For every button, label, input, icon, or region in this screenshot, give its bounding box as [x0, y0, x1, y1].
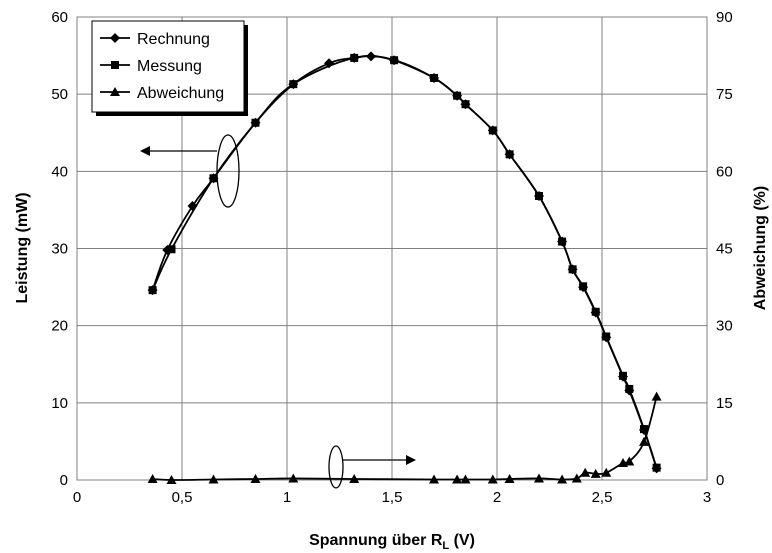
- series-line-messung: [151, 54, 658, 468]
- x-axis-title-subscript: L: [442, 540, 449, 552]
- data-point-messung-4: [289, 80, 298, 89]
- left-axis-arrow-head: [140, 146, 150, 156]
- y2-axis-title: Abweichung (%): [752, 186, 769, 310]
- legend: Rechnung Messung Abweichung: [91, 20, 248, 116]
- legend-label-1: Messung: [137, 58, 202, 75]
- data-point-messung-7: [430, 73, 438, 82]
- series-markers-abweichung: [147, 391, 662, 484]
- data-point-abweichung-9: [487, 474, 498, 484]
- y-tick-label-4: 40: [51, 163, 68, 180]
- series-markers-messung: [148, 53, 661, 472]
- data-point-abweichung-12: [557, 474, 568, 484]
- legend-label-0: Rechnung: [137, 31, 210, 48]
- data-point-messung-16: [591, 307, 600, 316]
- data-point-messung-0: [148, 286, 157, 295]
- data-point-abweichung-15: [590, 468, 601, 478]
- x-tick-label-3: 1,5: [382, 489, 403, 506]
- data-point-abweichung-20: [651, 391, 662, 401]
- data-point-messung-6: [390, 56, 399, 65]
- data-point-messung-18: [619, 371, 627, 380]
- y-tick-label-3: 30: [51, 241, 68, 258]
- data-point-abweichung-8: [460, 474, 471, 484]
- data-point-messung-2: [209, 174, 218, 183]
- data-point-messung-3: [251, 118, 260, 127]
- x-axis-title: Spannung über RL (V): [309, 532, 475, 552]
- data-point-messung-10: [488, 126, 497, 135]
- right-axis-callout-ellipse: [328, 445, 344, 489]
- y2-tick-label-1: 15: [716, 395, 733, 412]
- y-tick-label-0: 0: [60, 472, 68, 489]
- data-point-messung-17: [602, 332, 611, 341]
- y2-tick-label-3: 45: [716, 241, 733, 258]
- data-point-messung-5: [350, 53, 359, 62]
- series-group: [147, 51, 662, 484]
- y-tick-label-6: 60: [51, 9, 68, 26]
- data-point-abweichung-3: [250, 473, 261, 483]
- x-tick-label-5: 2,5: [592, 489, 613, 506]
- left-axis-callout-ellipse: [216, 134, 240, 208]
- data-point-abweichung-4: [288, 473, 299, 483]
- data-point-messung-15: [579, 282, 588, 291]
- data-point-abweichung-11: [534, 473, 544, 483]
- data-point-abweichung-19: [639, 436, 649, 446]
- data-point-abweichung-18: [624, 456, 635, 466]
- x-axis-title-unit: (V): [449, 532, 475, 549]
- x-tick-label-2: 1: [283, 489, 291, 506]
- x-tick-label-1: 0,5: [172, 489, 193, 506]
- data-point-messung-19: [625, 384, 634, 393]
- x-axis-title-main: Spannung über R: [309, 532, 443, 549]
- data-point-rechnung-8: [366, 51, 376, 62]
- data-point-messung-13: [558, 237, 567, 246]
- x-tick-label-0: 0: [73, 489, 81, 506]
- x-tick-label-4: 2: [493, 489, 501, 506]
- y-axis-title: Leistung (mW): [14, 192, 31, 303]
- y2-tick-label-0: 0: [716, 472, 724, 489]
- data-point-messung-21: [652, 463, 661, 472]
- data-point-abweichung-6: [429, 474, 439, 484]
- y-tick-label-1: 10: [51, 395, 68, 412]
- data-point-messung-8: [453, 91, 462, 100]
- right-axis-arrow-head: [406, 455, 416, 465]
- legend-marker-0: [110, 33, 120, 43]
- data-point-messung-12: [535, 192, 543, 201]
- data-point-abweichung-13: [571, 473, 582, 483]
- y2-tick-label-5: 75: [716, 86, 733, 103]
- y2-tick-label-4: 60: [716, 163, 733, 180]
- legend-label-2: Abweichung: [137, 85, 224, 102]
- gridlines: [77, 17, 707, 480]
- data-point-messung-20: [640, 425, 648, 434]
- annotations: [140, 134, 416, 489]
- data-point-rechnung-2: [187, 201, 198, 212]
- legend-items: Rechnung Messung Abweichung: [100, 31, 224, 102]
- legend-marker-2: [110, 87, 120, 96]
- data-point-abweichung-14: [580, 467, 591, 477]
- y2-tick-label-6: 90: [716, 9, 733, 26]
- data-point-messung-11: [505, 150, 514, 159]
- y-tick-label-2: 20: [51, 318, 68, 335]
- data-point-messung-1: [167, 245, 176, 254]
- y-tick-label-5: 50: [51, 86, 68, 103]
- legend-marker-1: [111, 61, 119, 69]
- data-point-abweichung-1: [166, 475, 177, 484]
- y2-tick-label-2: 30: [716, 318, 733, 335]
- x-tick-label-6: 3: [703, 489, 711, 506]
- data-point-abweichung-16: [601, 467, 612, 477]
- data-point-abweichung-0: [147, 473, 158, 483]
- data-point-messung-14: [568, 265, 577, 274]
- data-point-abweichung-2: [208, 474, 219, 484]
- data-point-abweichung-10: [504, 473, 515, 483]
- data-point-messung-9: [461, 100, 470, 109]
- data-point-abweichung-5: [349, 473, 360, 483]
- data-point-abweichung-7: [452, 474, 463, 484]
- data-point-rechnung-6: [324, 58, 334, 69]
